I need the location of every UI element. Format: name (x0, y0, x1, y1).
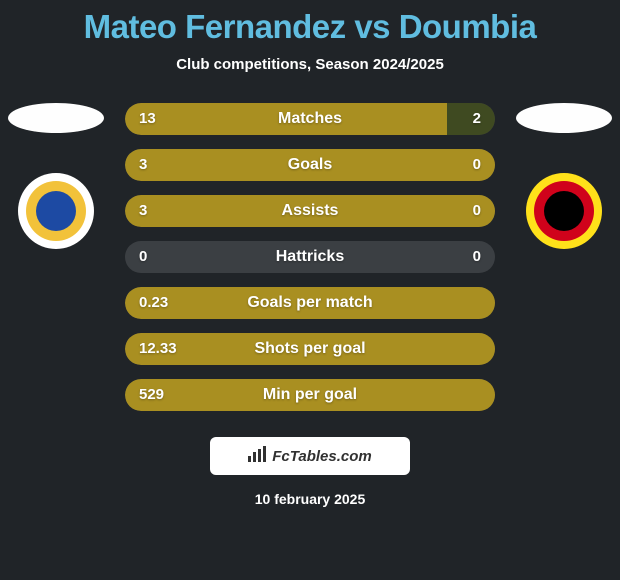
player-left-avatar (8, 103, 104, 133)
subtitle: Club competitions, Season 2024/2025 (0, 56, 620, 73)
chart-icon (248, 446, 266, 466)
stat-label: Goals (125, 149, 495, 181)
stat-label: Assists (125, 195, 495, 227)
comparison-panel: 132Matches 30Goals 30Assists 00Hattricks 0.2… (0, 103, 620, 411)
stat-label: Matches (125, 103, 495, 135)
stat-label: Min per goal (125, 379, 495, 411)
stat-row: 132Matches (125, 103, 495, 135)
brand-text: FcTables.com (272, 448, 371, 465)
club-crest-left (18, 173, 94, 249)
stat-label: Shots per goal (125, 333, 495, 365)
stat-row: 00Hattricks (125, 241, 495, 273)
stats-list: 132Matches 30Goals 30Assists 00Hattricks 0.2… (125, 103, 495, 411)
player-right-avatar (516, 103, 612, 133)
brand-badge: FcTables.com (210, 437, 410, 475)
player-right-column (514, 103, 614, 249)
stat-row: 529Min per goal (125, 379, 495, 411)
player-left-column (6, 103, 106, 249)
club-crest-right (526, 173, 602, 249)
footer-date: 10 february 2025 (0, 491, 620, 507)
stat-row: 30Goals (125, 149, 495, 181)
stat-label: Hattricks (125, 241, 495, 273)
stat-label: Goals per match (125, 287, 495, 319)
page-title: Mateo Fernandez vs Doumbia (0, 0, 620, 46)
stat-row: 0.23Goals per match (125, 287, 495, 319)
stat-row: 12.33Shots per goal (125, 333, 495, 365)
stat-row: 30Assists (125, 195, 495, 227)
